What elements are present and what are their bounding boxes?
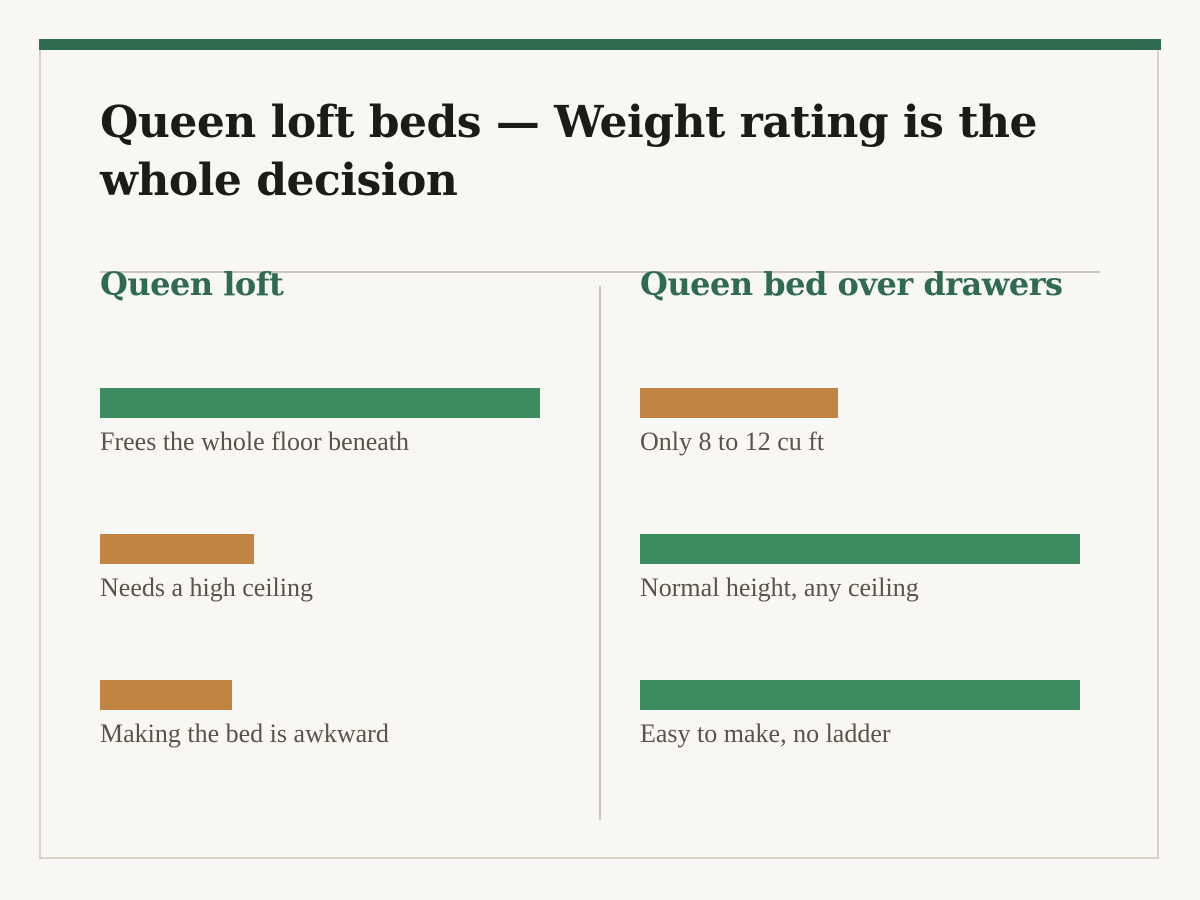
- accent-top-bar: [39, 39, 1161, 50]
- item-label: Frees the whole floor beneath: [100, 427, 410, 456]
- score-bar: [640, 534, 1080, 564]
- score-bar: [100, 388, 540, 418]
- heading-rule: [100, 271, 1100, 273]
- column-divider: [599, 286, 601, 820]
- score-bar: [100, 534, 254, 564]
- score-bar: [640, 388, 838, 418]
- item-label: Only 8 to 12 cu ft: [640, 427, 825, 456]
- item-label: Needs a high ceiling: [100, 573, 313, 602]
- item-label: Easy to make, no ladder: [640, 719, 891, 748]
- column-heading-queen-loft: Queen loft: [100, 265, 284, 303]
- column-heading-queen-bed-over-drawers: Queen bed over drawers: [640, 265, 1063, 303]
- item-label: Normal height, any ceiling: [640, 573, 919, 602]
- score-bar: [640, 680, 1080, 710]
- page-title: Queen loft beds — Weight rating is the w…: [100, 97, 1038, 206]
- item-label: Making the bed is awkward: [100, 719, 389, 748]
- score-bar: [100, 680, 232, 710]
